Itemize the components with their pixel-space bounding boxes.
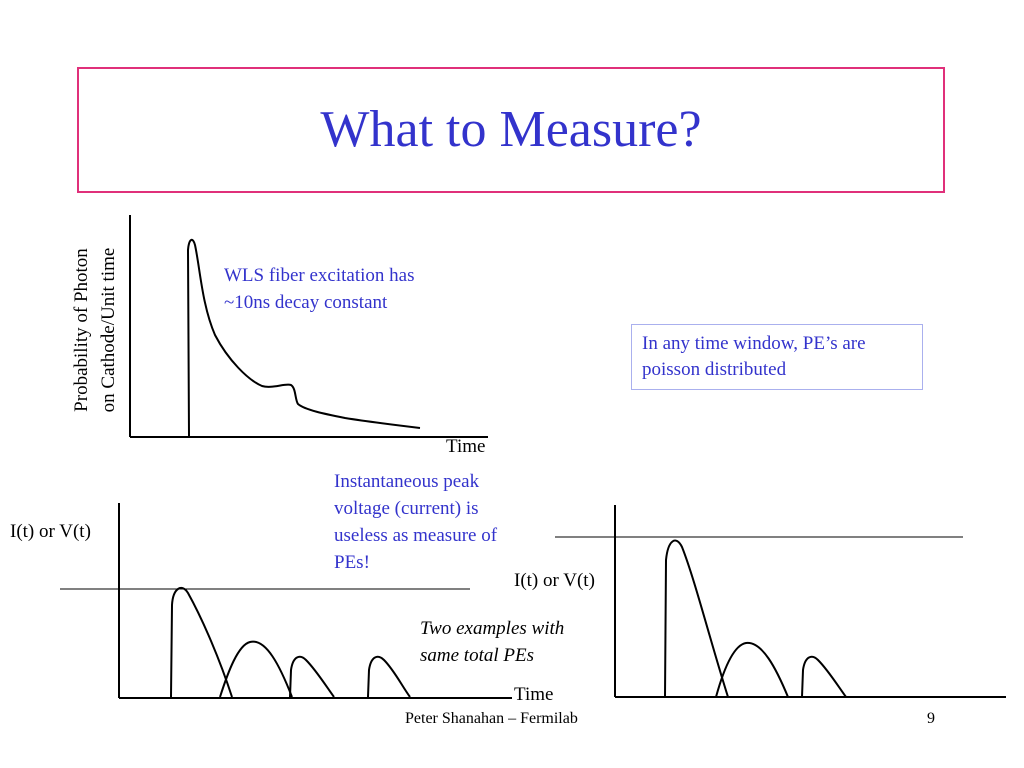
poisson-callout-line2: poisson distributed [642, 359, 787, 380]
top-plot-y-label: Probability of Photon on Cathode/Unit ti… [68, 230, 132, 430]
poisson-callout: In any time window, PE’s are poisson dis… [631, 324, 923, 390]
peak-voltage-note: Instantaneous peak voltage (current) is … [334, 468, 544, 576]
two-examples-note: Two examples with same total PEs [420, 615, 610, 669]
wls-note-line2: ~10ns decay constant [224, 292, 388, 313]
right-pulse-3 [801, 655, 847, 698]
slide-title: What to Measure? [320, 101, 702, 158]
peak-note-line1: Instantaneous peak [334, 471, 480, 492]
title-box: What to Measure? [77, 67, 945, 193]
right-plot-y-label: I(t) or V(t) [514, 570, 595, 591]
wls-note-line1: WLS fiber excitation has [224, 265, 415, 286]
left-plot-y-label: I(t) or V(t) [10, 521, 91, 542]
top-plot-decay-curve [186, 238, 421, 437]
peak-note-line2: voltage (current) is [334, 498, 479, 519]
page-number: 9 [927, 710, 935, 727]
right-pulse-2 [715, 641, 789, 698]
footer-author: Peter Shanahan – Fermilab [405, 710, 578, 727]
top-plot-x-label: Time [446, 436, 486, 457]
right-pulse-1 [664, 539, 729, 698]
peak-note-line3: useless as measure of [334, 525, 498, 546]
left-pulse-2 [219, 640, 293, 698]
left-pulse-4 [367, 655, 411, 698]
left-pulse-1 [170, 586, 233, 698]
two-examples-line1: Two examples with [420, 618, 565, 639]
wls-note: WLS fiber excitation has ~10ns decay con… [224, 262, 484, 316]
left-pulse-3 [289, 655, 335, 698]
top-plot-y-label-line2: on Cathode/Unit time [98, 247, 119, 413]
top-plot-y-label-line1: Probability of Photon [71, 248, 92, 412]
poisson-callout-line1: In any time window, PE’s are [642, 333, 866, 354]
two-examples-line2: same total PEs [420, 645, 534, 666]
peak-note-line4: PEs! [334, 552, 370, 573]
left-plot-x-label: Time [514, 684, 554, 705]
